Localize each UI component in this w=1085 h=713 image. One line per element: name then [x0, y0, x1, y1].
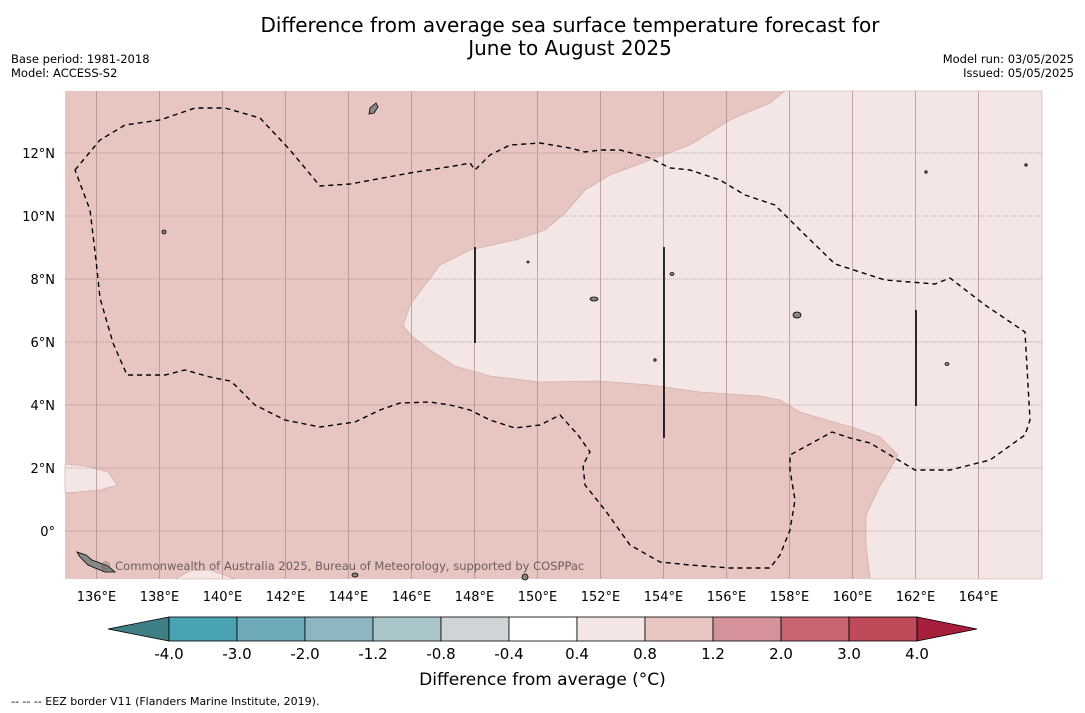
island-guam [368, 102, 379, 115]
colorbar-tick-label: 4.0 [905, 645, 929, 663]
title-line-1: Difference from average sea surface temp… [260, 13, 880, 37]
title-line-2: June to August 2025 [468, 36, 672, 60]
map-credit: © Commonwealth of Australia 2025, Bureau… [100, 559, 584, 573]
y-tick-label: 2°N [31, 462, 56, 477]
y-tick-label: 12°N [22, 147, 55, 162]
y-tick-label: 6°N [31, 336, 56, 351]
colorbar-tick-label: 3.0 [837, 645, 861, 663]
island-new-guinea [76, 551, 117, 573]
x-tick-label: 136°E [77, 590, 117, 605]
colorbar-label: Difference from average (°C) [419, 670, 666, 690]
anomaly-region-light-south [174, 569, 236, 580]
colorbar-segment [440, 616, 510, 642]
meridian-lines [96, 91, 979, 579]
colorbar-segment [236, 616, 306, 642]
x-tick-label: 144°E [329, 590, 369, 605]
model-name: Model: ACCESS-S2 [11, 66, 118, 80]
colorbar-tick-label: -1.2 [358, 645, 387, 663]
island-a [161, 229, 167, 235]
x-tick-label: 152°E [581, 590, 621, 605]
x-tick-label: 162°E [896, 590, 936, 605]
x-tick-label: 154°E [644, 590, 684, 605]
colorbar-tick-label: 1.2 [701, 645, 725, 663]
island-b [589, 296, 599, 302]
island-d [944, 362, 950, 366]
eez-borders [74, 107, 1031, 569]
colorbar-tick-label: -0.8 [426, 645, 455, 663]
meta-left: Base period: 1981-2018 Model: ACCESS-S2 [11, 52, 150, 80]
colorbar-segment [508, 616, 578, 642]
colorbar-tick-label: -2.0 [290, 645, 319, 663]
x-tick-label: 140°E [203, 590, 243, 605]
island-i [653, 358, 657, 362]
x-axis-labels: 136°E 138°E 140°E 142°E 144°E 146°E 148°E 150°E… [77, 590, 999, 605]
colorbar-segment [780, 616, 850, 642]
colorbar-segment [576, 616, 646, 642]
meta-right: Model run: 03/05/2025 Issued: 05/05/2025 [943, 52, 1074, 80]
x-tick-label: 150°E [518, 590, 558, 605]
y-tick-label: 0° [40, 525, 55, 540]
x-tick-label: 160°E [833, 590, 873, 605]
colorbar-tick-label: -0.4 [494, 645, 523, 663]
graticule [65, 152, 1042, 532]
y-axis-labels: 12°N 10°N 8°N 6°N 4°N 2°N 0° [22, 147, 55, 540]
colorbar-segment [168, 616, 238, 642]
islands [76, 102, 1028, 581]
colorbar-tick-label: -4.0 [154, 645, 183, 663]
island-pohnpei [792, 311, 802, 319]
island-g [924, 170, 928, 174]
base-period: Base period: 1981-2018 [11, 52, 150, 66]
colorbar-segment [372, 616, 442, 642]
vertical-markers [474, 247, 917, 438]
colorbar-segment [304, 616, 374, 642]
x-tick-label: 146°E [392, 590, 432, 605]
colorbar-tick-label: 2.0 [769, 645, 793, 663]
x-tick-label: 142°E [266, 590, 306, 605]
colorbar-segment [644, 616, 714, 642]
colorbar: -4.0 -3.0 -2.0 -1.2 -0.8 -0.4 0.4 0.8 1.2 2.0 3.0 4… [107, 616, 978, 663]
colorbar-tick-label: -3.0 [222, 645, 251, 663]
colorbar-extend-low [107, 616, 170, 642]
island-h [1024, 163, 1028, 167]
colorbar-segment [712, 616, 782, 642]
island-j [526, 260, 530, 264]
island-f [351, 572, 359, 578]
map-title: Difference from average sea surface temp… [0, 14, 1085, 60]
x-tick-label: 156°E [707, 590, 747, 605]
y-tick-label: 8°N [31, 273, 56, 288]
footer-note: -- -- -- EEZ border V11 (Flanders Marine… [11, 695, 320, 708]
model-run: Model run: 03/05/2025 [942, 52, 1074, 66]
colorbar-tick-label: 0.4 [565, 645, 589, 663]
island-e [521, 573, 529, 581]
colorbar-extend-high [916, 616, 978, 642]
colorbar-tick-label: 0.8 [633, 645, 657, 663]
issued-date: Issued: 05/05/2025 [963, 66, 1074, 80]
y-tick-label: 4°N [31, 399, 56, 414]
x-tick-label: 138°E [140, 590, 180, 605]
anomaly-region-light [402, 90, 1043, 580]
x-tick-label: 158°E [770, 590, 810, 605]
island-c [669, 272, 675, 276]
x-tick-label: 164°E [959, 590, 999, 605]
eez-border-palau-fsm [74, 107, 1031, 569]
y-tick-label: 10°N [22, 210, 55, 225]
x-tick-label: 148°E [455, 590, 495, 605]
anomaly-region-light-west [64, 463, 118, 494]
colorbar-segment [848, 616, 918, 642]
